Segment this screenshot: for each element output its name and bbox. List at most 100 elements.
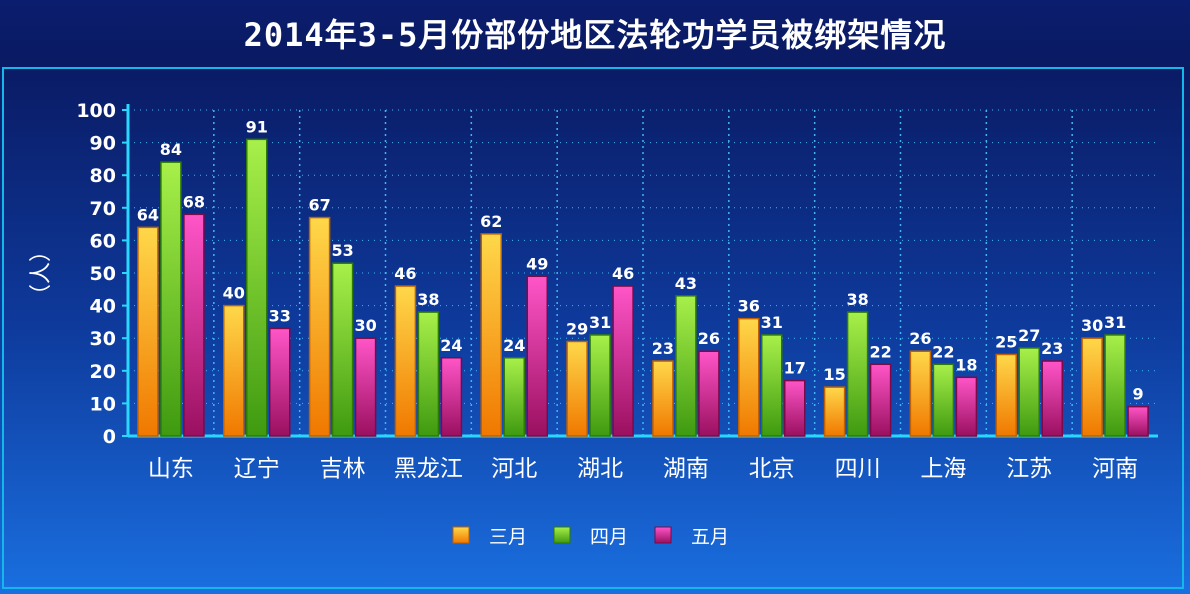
x-tick-label: 河北 [491, 456, 537, 482]
data-label: 38 [417, 290, 439, 309]
y-tick-label: 70 [90, 198, 116, 220]
bar-四月-山东 [160, 161, 182, 437]
bar-三月-湖南 [652, 360, 674, 437]
bar-五月-吉林 [354, 337, 377, 437]
data-label: 33 [269, 306, 291, 325]
bar-四月-河南 [1104, 334, 1126, 437]
data-label: 64 [137, 205, 159, 224]
bar-三月-吉林 [308, 216, 331, 437]
x-tick-label: 江苏 [1006, 456, 1052, 482]
y-tick-label: 40 [90, 296, 116, 318]
data-label: 31 [761, 313, 783, 332]
bar-三月-上海 [909, 350, 932, 437]
bar-五月-北京 [784, 379, 806, 437]
bar-五月-江苏 [1041, 360, 1063, 437]
data-label: 23 [1041, 339, 1063, 358]
bar-三月-河北 [480, 233, 502, 437]
data-label: 31 [1104, 313, 1126, 332]
bar-四月-黑龙江 [417, 311, 440, 437]
chart-title: 2014年3-5月份部份地区法轮功学员被绑架情况 [243, 16, 947, 54]
x-tick-label: 四川 [835, 456, 881, 482]
data-label: 26 [698, 329, 720, 348]
legend-label-五月: 五月 [691, 526, 729, 548]
chart-frame [2, 67, 1184, 589]
y-tick-label: 80 [90, 165, 116, 187]
legend-label-四月: 四月 [590, 526, 628, 548]
data-label: 24 [440, 336, 462, 355]
x-tick-label: 吉林 [320, 456, 366, 482]
data-label: 49 [526, 254, 548, 273]
legend-swatch-四月 [553, 526, 571, 544]
bar-四月-河北 [503, 357, 525, 437]
data-label: 31 [589, 313, 611, 332]
y-tick-label: 90 [90, 133, 116, 155]
bar-三月-山东 [137, 226, 159, 437]
data-label: 91 [246, 117, 268, 136]
x-tick-label: 黑龙江 [394, 456, 463, 482]
x-tick-label: 湖南 [663, 456, 709, 482]
y-tick-label: 60 [90, 230, 116, 252]
x-tick-label: 河南 [1092, 456, 1138, 482]
bar-五月-河南 [1127, 405, 1149, 437]
data-label: 17 [784, 359, 806, 378]
x-tick-label: 山东 [148, 456, 194, 482]
legend-label-三月: 三月 [489, 526, 527, 548]
y-tick-label: 50 [90, 263, 116, 285]
data-label: 68 [183, 192, 205, 211]
data-label: 40 [223, 284, 245, 303]
data-label: 36 [738, 297, 760, 316]
y-tick-label: 20 [90, 361, 116, 383]
bar-三月-湖北 [566, 340, 588, 437]
y-tick-label: 10 [90, 393, 116, 415]
legend-swatch-三月 [452, 526, 470, 544]
data-label: 62 [480, 212, 502, 231]
bar-三月-黑龙江 [394, 285, 417, 437]
data-label: 23 [652, 339, 674, 358]
bar-四月-上海 [932, 363, 955, 437]
data-label: 84 [160, 140, 182, 159]
bar-三月-河南 [1081, 337, 1103, 437]
bar-三月-北京 [738, 317, 760, 437]
data-label: 46 [612, 264, 634, 283]
legend-swatch-五月 [654, 526, 672, 544]
bar-五月-湖南 [698, 350, 720, 437]
x-tick-label: 辽宁 [234, 456, 280, 482]
bar-五月-上海 [955, 376, 978, 437]
bar-三月-江苏 [995, 353, 1017, 437]
bar-三月-四川 [823, 386, 846, 437]
data-label: 27 [1018, 326, 1040, 345]
data-label: 53 [331, 241, 353, 260]
bar-四月-湖南 [675, 295, 697, 437]
data-label: 22 [932, 342, 954, 361]
y-tick-label: 30 [90, 328, 116, 350]
bar-四月-吉林 [331, 262, 354, 437]
bar-五月-四川 [869, 363, 892, 437]
data-label: 22 [869, 342, 891, 361]
bar-四月-江苏 [1018, 347, 1040, 437]
bar-五月-湖北 [612, 285, 634, 437]
bar-五月-辽宁 [269, 327, 291, 437]
bar-三月-辽宁 [223, 304, 245, 437]
y-axis-label: （人） [29, 240, 54, 306]
bar-四月-北京 [761, 334, 783, 437]
data-label: 9 [1133, 385, 1144, 404]
bar-四月-辽宁 [246, 138, 268, 437]
data-label: 43 [675, 274, 697, 293]
x-tick-label: 湖北 [577, 456, 623, 482]
bar-四月-湖北 [589, 334, 611, 437]
data-label: 25 [995, 333, 1017, 352]
data-label: 15 [823, 365, 845, 384]
bar-五月-河北 [526, 275, 548, 437]
x-tick-label: 北京 [749, 456, 795, 482]
bar-五月-黑龙江 [440, 357, 463, 437]
x-tick-label: 上海 [920, 456, 966, 482]
bar-五月-山东 [183, 213, 205, 437]
data-label: 29 [566, 319, 588, 338]
data-label: 26 [909, 329, 931, 348]
y-tick-label: 100 [76, 100, 116, 122]
data-label: 46 [394, 264, 416, 283]
y-tick-label: 0 [103, 426, 116, 448]
data-label: 24 [503, 336, 525, 355]
data-label: 38 [846, 290, 868, 309]
data-label: 30 [354, 316, 376, 335]
